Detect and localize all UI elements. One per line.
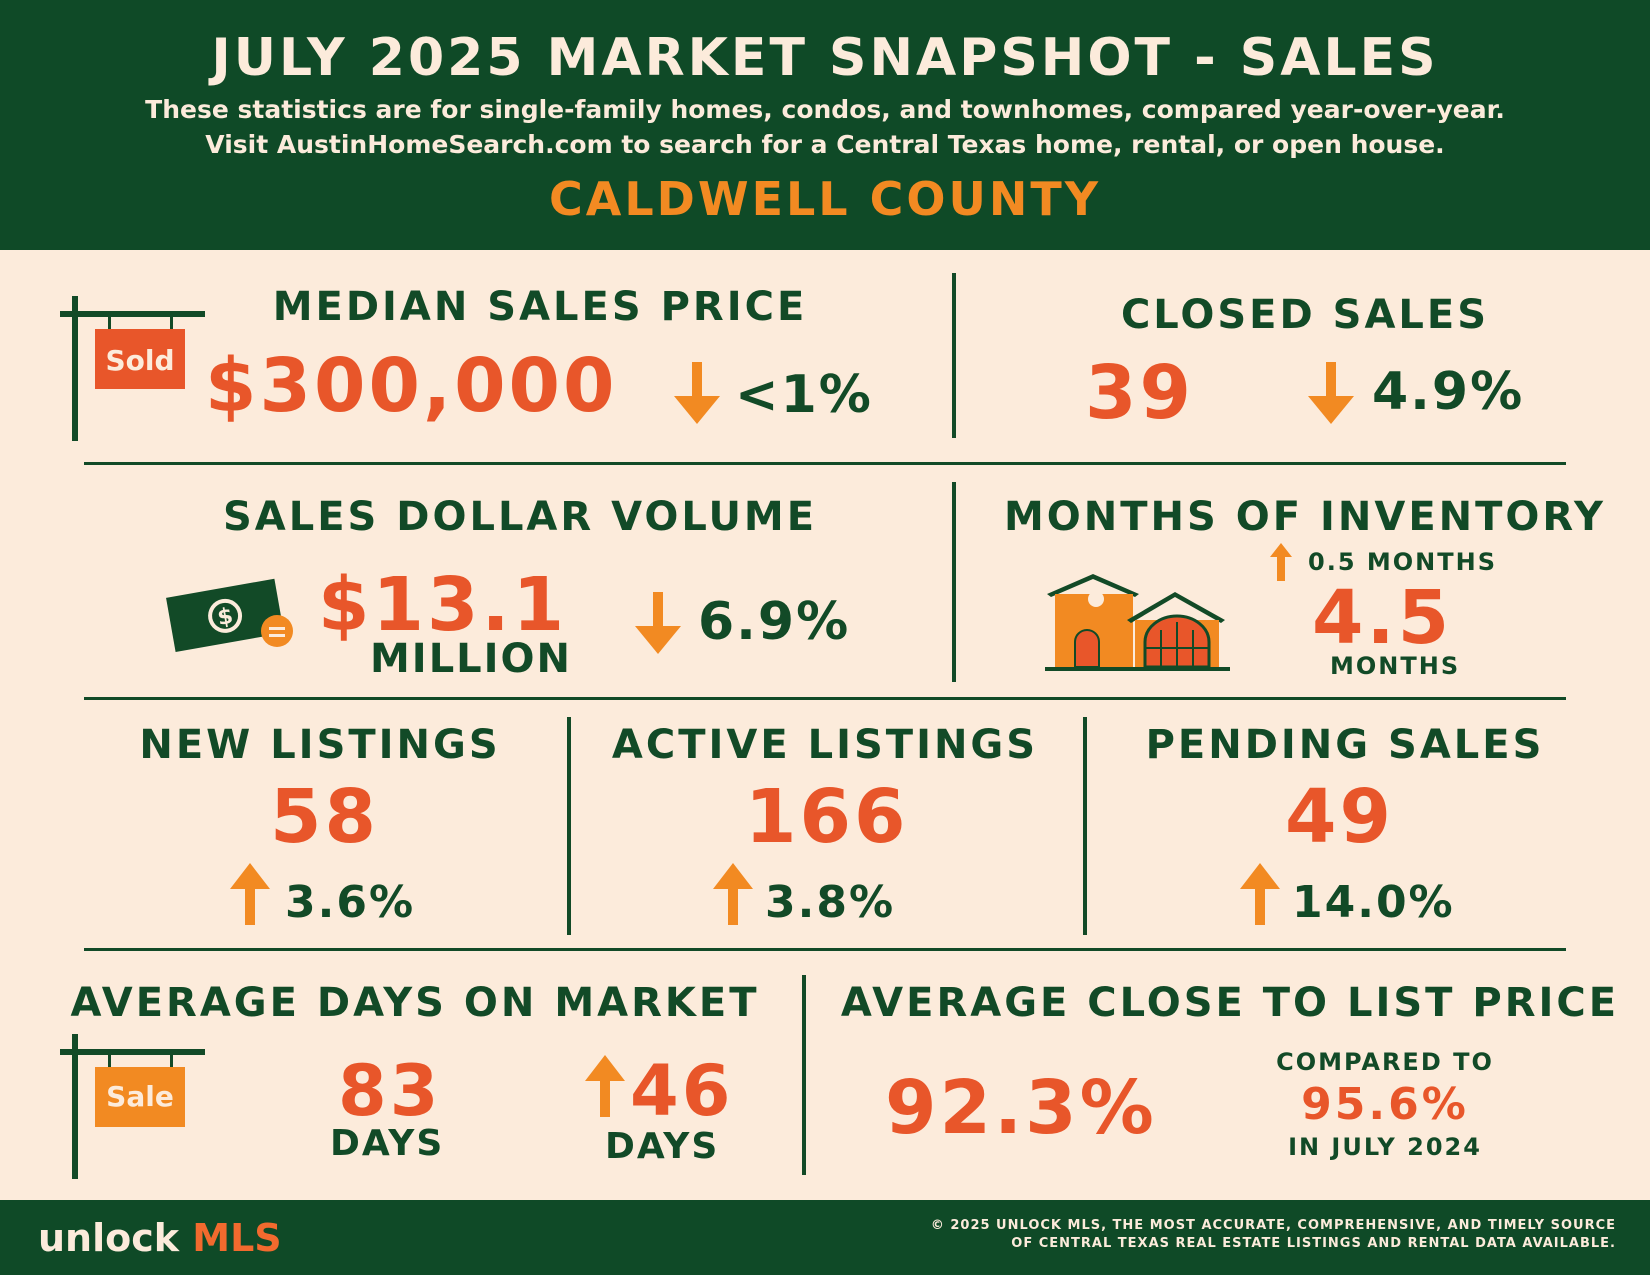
divider-horizontal bbox=[84, 697, 1566, 700]
sale-sign-label: Sale bbox=[106, 1080, 174, 1113]
page-title: JULY 2025 MARKET SNAPSHOT - SALES bbox=[211, 28, 1439, 88]
arrow-up-icon bbox=[1270, 543, 1292, 581]
county-name: CALDWELL COUNTY bbox=[548, 172, 1102, 226]
copyright-line-1: © 2025 UNLOCK MLS, THE MOST ACCURATE, CO… bbox=[930, 1218, 1616, 1233]
avg-days-on-market-value: 83 bbox=[338, 1050, 442, 1132]
arrow-down-icon bbox=[674, 362, 720, 424]
sold-sign-label: Sold bbox=[105, 344, 175, 377]
divider-horizontal bbox=[84, 462, 1566, 465]
sales-dollar-volume-unit: MILLION bbox=[370, 636, 573, 682]
arrow-up-icon bbox=[1240, 863, 1280, 925]
avg-days-on-market-change-unit: DAYS bbox=[605, 1126, 720, 1167]
active-listings-label: ACTIVE LISTINGS bbox=[611, 722, 1039, 768]
median-sales-price-label: MEDIAN SALES PRICE bbox=[272, 284, 808, 330]
divider-vertical bbox=[1083, 717, 1087, 935]
copyright-notice: © 2025 UNLOCK MLS, THE MOST ACCURATE, CO… bbox=[931, 1217, 1616, 1253]
logo-text-unlock: unlock bbox=[38, 1216, 193, 1260]
divider-vertical bbox=[952, 482, 956, 682]
sales-dollar-volume-change: 6.9% bbox=[698, 592, 851, 652]
compared-to-label: COMPARED TO bbox=[1276, 1048, 1494, 1076]
divider-vertical bbox=[952, 273, 956, 438]
copyright-line-2: OF CENTRAL TEXAS REAL ESTATE LISTINGS AN… bbox=[1011, 1236, 1616, 1251]
pending-sales-label: PENDING SALES bbox=[1145, 722, 1545, 768]
avg-days-on-market-label: AVERAGE DAYS ON MARKET bbox=[70, 980, 760, 1026]
active-listings-change: 3.8% bbox=[765, 877, 896, 928]
header-banner bbox=[0, 0, 1650, 250]
svg-text:$: $ bbox=[216, 604, 235, 631]
unlock-mls-logo: unlock MLS bbox=[38, 1216, 282, 1260]
months-of-inventory-value: 4.5 bbox=[1312, 575, 1453, 661]
closed-sales-value: 39 bbox=[1085, 350, 1194, 436]
pending-sales-change: 14.0% bbox=[1292, 877, 1455, 928]
logo-text-mls: MLS bbox=[192, 1216, 282, 1260]
arrow-up-icon bbox=[585, 1055, 625, 1117]
sale-sign-icon bbox=[60, 1034, 205, 1179]
new-listings-change: 3.6% bbox=[285, 877, 416, 928]
arrow-up-icon bbox=[713, 863, 753, 925]
months-of-inventory-unit: MONTHS bbox=[1330, 652, 1461, 680]
closed-sales-change: 4.9% bbox=[1372, 362, 1525, 422]
avg-days-on-market-change: 46 bbox=[630, 1050, 734, 1132]
median-sales-price-change: <1% bbox=[735, 365, 873, 425]
sales-dollar-volume-value: $13.1 bbox=[318, 562, 568, 648]
divider-vertical bbox=[567, 717, 571, 935]
median-sales-price-value: $300,000 bbox=[205, 343, 618, 429]
active-listings-value: 166 bbox=[745, 774, 909, 860]
subtitle-line-1: These statistics are for single-family h… bbox=[145, 95, 1505, 124]
months-of-inventory-change: 0.5 MONTHS bbox=[1308, 548, 1497, 576]
avg-days-on-market-unit: DAYS bbox=[330, 1123, 445, 1164]
subtitle-line-2: Visit AustinHomeSearch.com to search for… bbox=[205, 130, 1445, 159]
avg-close-to-list-label: AVERAGE CLOSE TO LIST PRICE bbox=[840, 980, 1620, 1026]
sold-sign-icon bbox=[60, 296, 205, 441]
money-bill-icon: $ bbox=[166, 578, 293, 653]
new-listings-label: NEW LISTINGS bbox=[139, 722, 501, 768]
avg-close-to-list-value: 92.3% bbox=[885, 1065, 1157, 1151]
footer-banner bbox=[0, 1200, 1650, 1275]
new-listings-value: 58 bbox=[270, 774, 379, 860]
pending-sales-value: 49 bbox=[1285, 774, 1394, 860]
divider-horizontal bbox=[84, 948, 1566, 951]
arrow-up-icon bbox=[230, 863, 270, 925]
sales-dollar-volume-label: SALES DOLLAR VOLUME bbox=[222, 494, 818, 540]
months-of-inventory-label: MONTHS OF INVENTORY bbox=[1003, 494, 1607, 540]
house-icon bbox=[1045, 574, 1230, 671]
arrow-down-icon bbox=[1308, 362, 1354, 424]
compared-value: 95.6% bbox=[1301, 1079, 1469, 1130]
divider-vertical bbox=[802, 975, 806, 1175]
arrow-down-icon bbox=[635, 592, 681, 654]
compared-period: IN JULY 2024 bbox=[1288, 1133, 1482, 1161]
closed-sales-label: CLOSED SALES bbox=[1120, 292, 1490, 338]
